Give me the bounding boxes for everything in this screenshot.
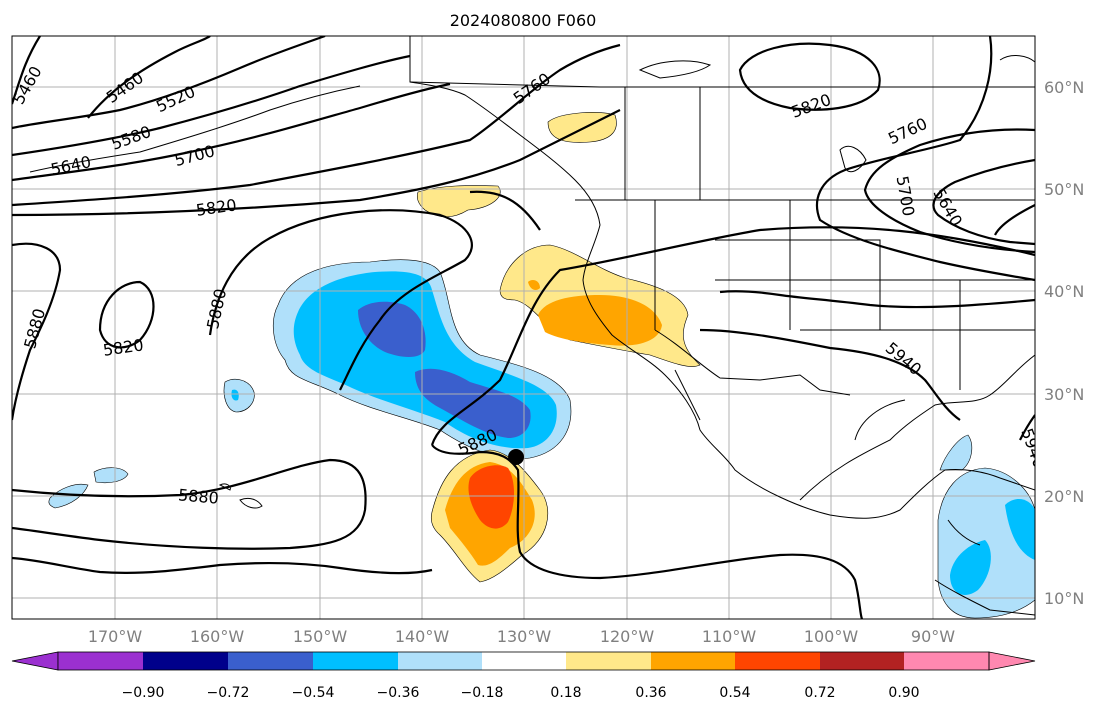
colorbar-segment [820,652,904,670]
colorbar-over-triangle [988,651,1036,671]
latitude-labels: 60°N 50°N 40°N 30°N 20°N 10°N [1044,78,1084,608]
lon-label: 110°W [702,627,757,646]
colorbar-segment [566,652,651,670]
lon-label: 160°W [190,627,245,646]
colorbar-tick-label: −0.90 [122,685,165,701]
colorbar-segment [398,652,482,670]
colorbar-segment [143,652,228,670]
lat-label: 20°N [1044,487,1084,506]
colorbar-tick-label: −0.36 [377,685,420,701]
lat-label: 60°N [1044,78,1084,97]
colorbar-segment [313,652,398,670]
colorbar-segment [228,652,313,670]
lon-label: 170°W [88,627,143,646]
lon-label: 120°W [600,627,655,646]
colorbar-segment [58,652,143,670]
colorbar-tick-label: 0.90 [888,685,919,701]
map-title: 2024080800 F060 [450,11,597,30]
map-frame [11,35,1036,620]
lat-label: 10°N [1044,589,1084,608]
lon-label: 140°W [395,627,450,646]
coastlines-and-borders [29,36,1035,616]
colorbar-segment [482,652,566,670]
lat-label: 50°N [1044,180,1084,199]
lon-label: 150°W [293,627,348,646]
storm-center-marker [508,449,524,465]
lat-label: 30°N [1044,385,1084,404]
colorbar-tick-label: 0.54 [719,685,750,701]
contour-label: 5880 [177,485,219,507]
lon-label: 90°W [911,627,955,646]
colorbar-tick-label: 0.72 [804,685,835,701]
lon-label: 130°W [497,627,552,646]
lat-label: 40°N [1044,282,1084,301]
height-contours [12,36,1035,619]
colorbar-segment [735,652,820,670]
map-plot-area: 5460 5460 5520 5580 5640 5700 5760 5820 … [12,36,1035,619]
lon-label: 100°W [804,627,859,646]
colorbar-tick-label: 0.36 [635,685,666,701]
colorbar-tick-label: −0.18 [461,685,504,701]
colorbar-under-triangle [11,651,59,671]
colorbar-tick-label: −0.54 [292,685,335,701]
colorbar-segment [651,652,735,670]
colorbar-segment [904,652,989,670]
colorbar: −0.90 −0.72 −0.54 −0.36 −0.18 0.18 0.36 … [11,651,1036,701]
longitude-labels: 170°W 160°W 150°W 140°W 130°W 120°W 110°… [88,627,955,646]
positive-anomaly-shading [416,112,701,583]
colorbar-tick-label: −0.72 [207,685,250,701]
colorbar-tick-label: 0.18 [550,685,581,701]
